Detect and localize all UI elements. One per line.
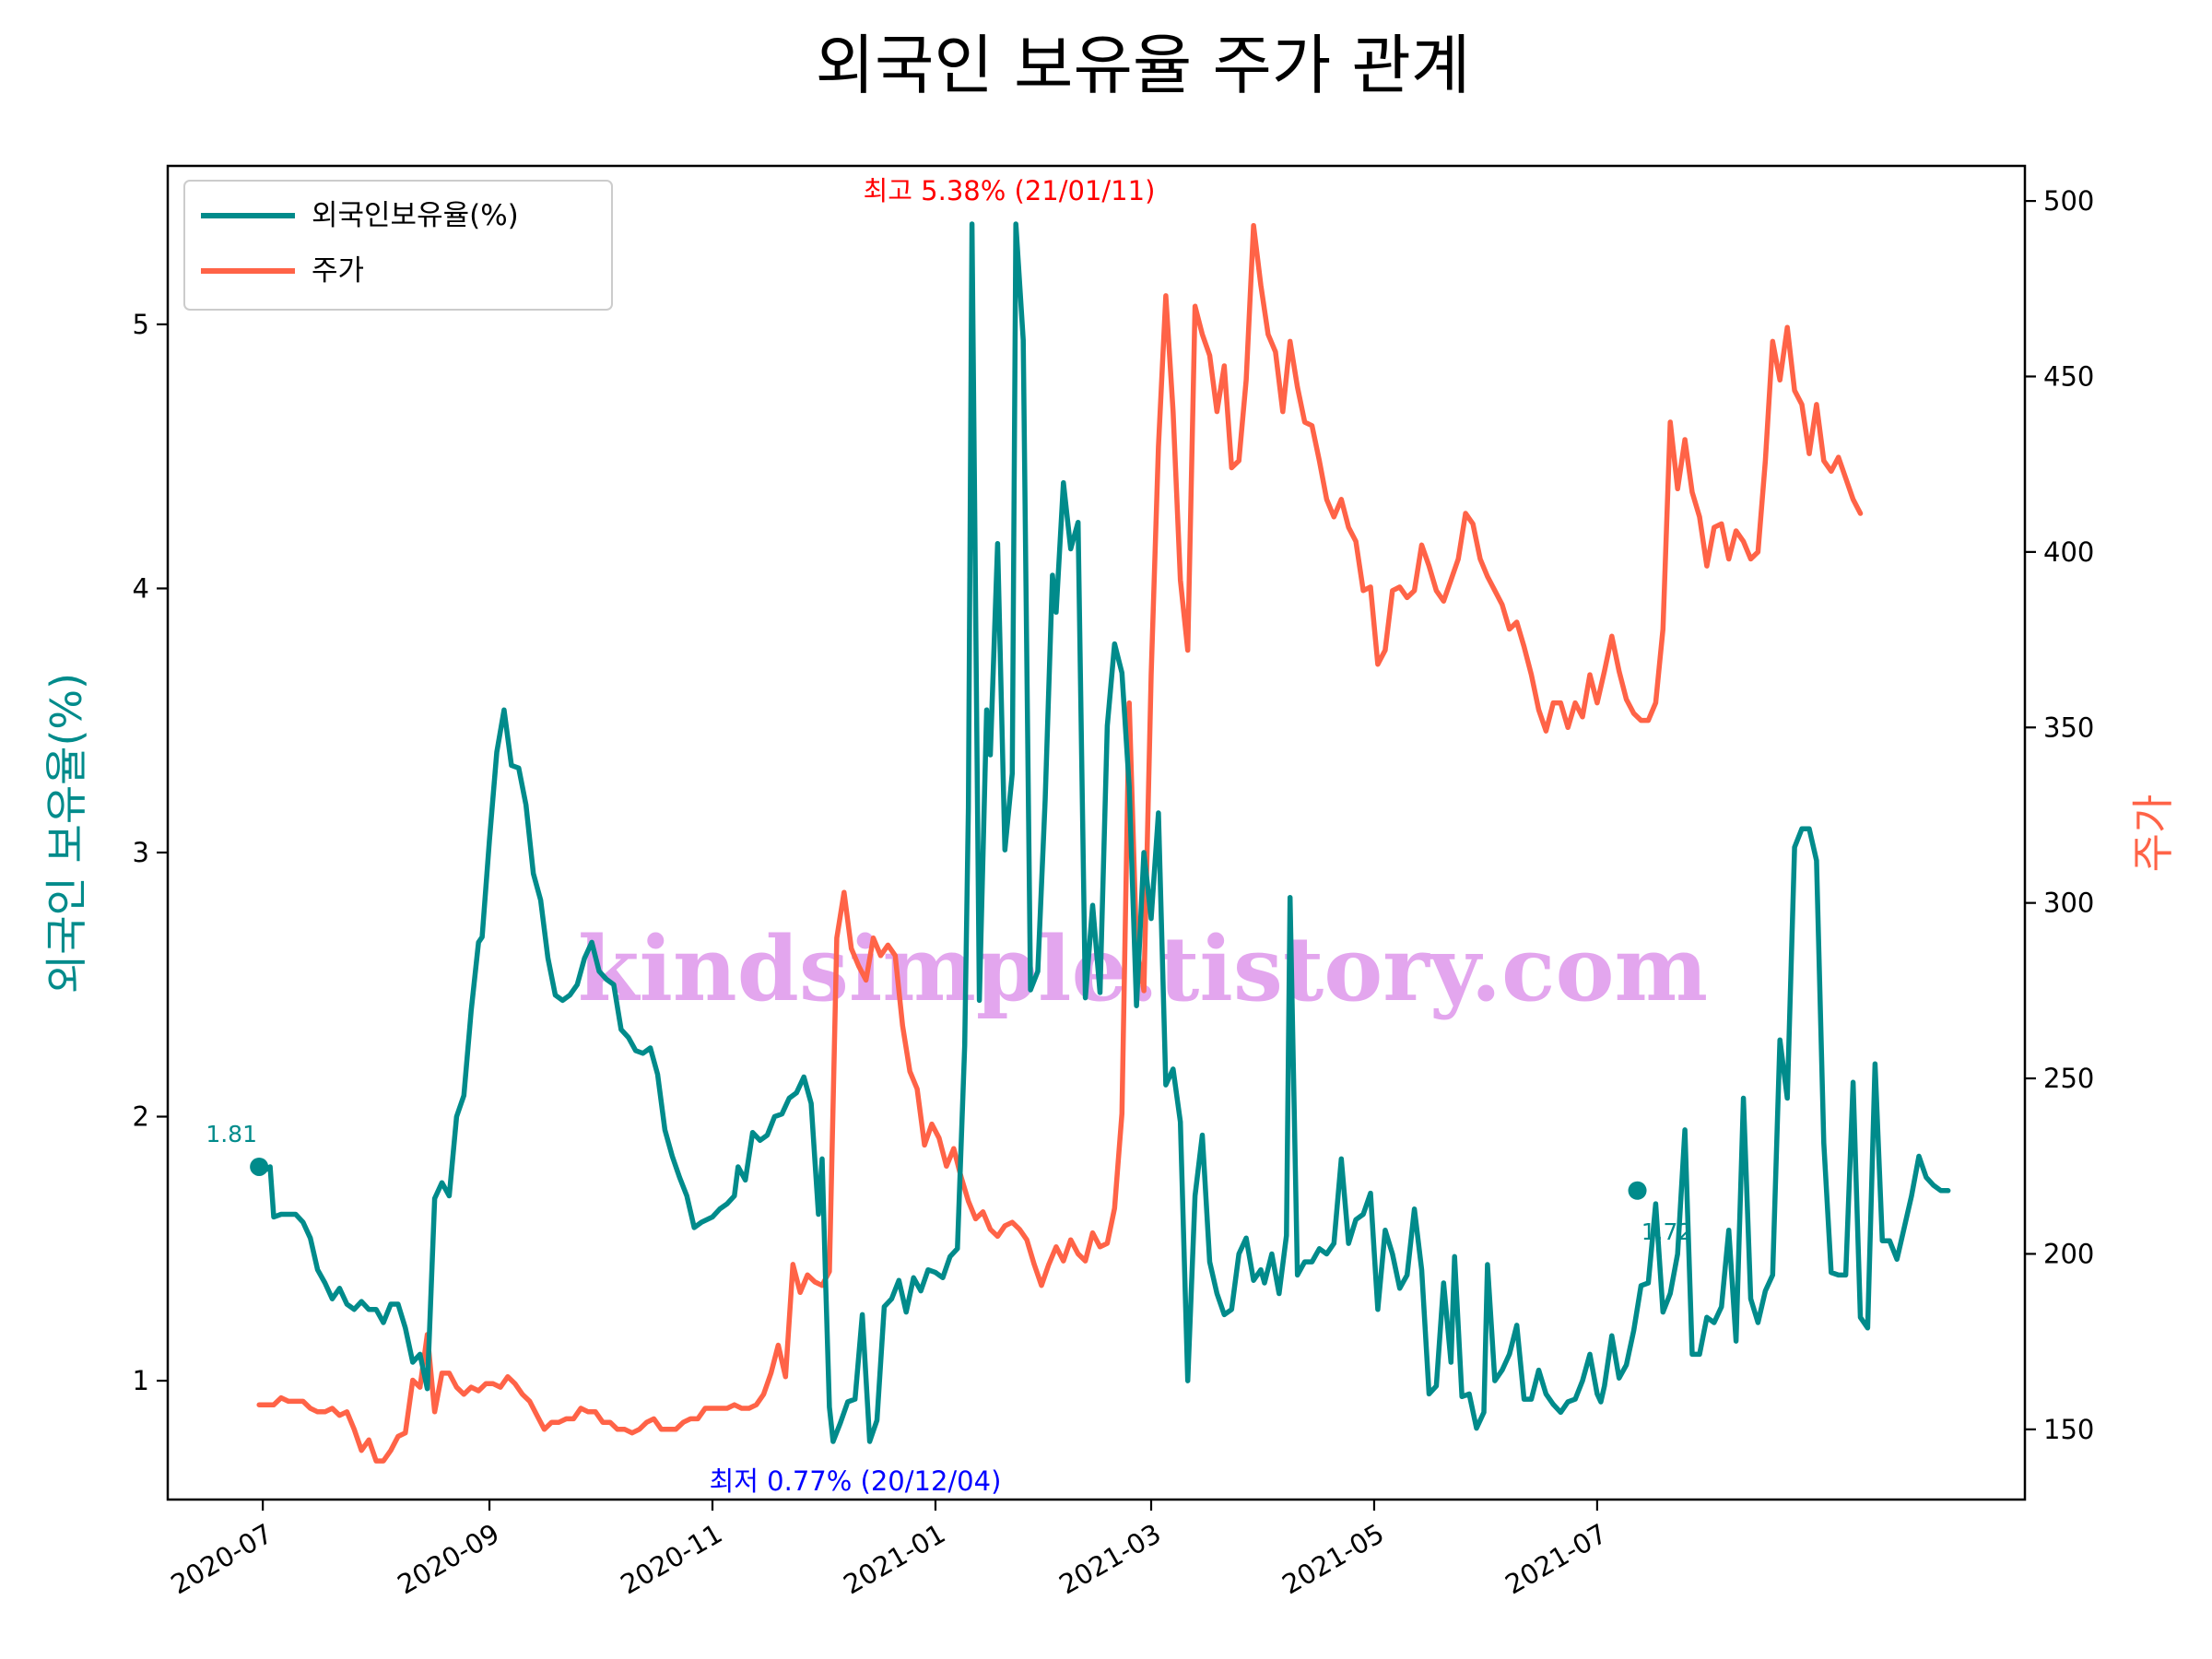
y-left-tick-label: 3 [133, 837, 149, 868]
y-right-tick-label: 500 [2043, 185, 2094, 217]
end-value-label: 1.72 [1641, 1218, 1693, 1245]
legend-label-foreign: 외국인보유율(%) [312, 199, 519, 232]
start-value-label: 1.81 [206, 1121, 257, 1147]
y-axis-right-label: 주가 [2128, 794, 2178, 873]
y-left-tick-label: 1 [133, 1365, 149, 1396]
series-line-price [256, 222, 1864, 1464]
min-annotation: 최저 0.77% (20/12/04) [710, 1465, 1002, 1497]
y-right-tick-label: 200 [2043, 1238, 2094, 1269]
y-right-tick-label: 400 [2043, 536, 2094, 568]
start-point-marker [250, 1157, 269, 1176]
y-right-tick-label: 350 [2043, 712, 2094, 743]
chart-title: 외국인 보유율 주가 관계 [816, 28, 1471, 103]
plot-area-frame [166, 164, 2027, 1501]
y-right-tick-label: 450 [2043, 360, 2094, 392]
y-right-tick-label: 300 [2043, 888, 2094, 919]
y-axis-left-label: 외국인 보유율(%) [41, 673, 91, 994]
y-left-tick-label: 5 [133, 309, 149, 340]
max-annotation: 최고 5.38% (21/01/11) [864, 175, 1156, 206]
end-point-marker [1628, 1181, 1647, 1200]
series-line-foreign-ownership [256, 221, 1951, 1444]
y-right-tick-label: 150 [2043, 1414, 2094, 1445]
legend-label-price: 주가 [312, 254, 364, 288]
y-left-tick-label: 2 [133, 1101, 149, 1133]
y-right-tick-label: 250 [2043, 1063, 2094, 1094]
chart-legend: 외국인보유율(%) 주가 [183, 180, 613, 311]
y-left-tick-label: 4 [133, 572, 149, 604]
